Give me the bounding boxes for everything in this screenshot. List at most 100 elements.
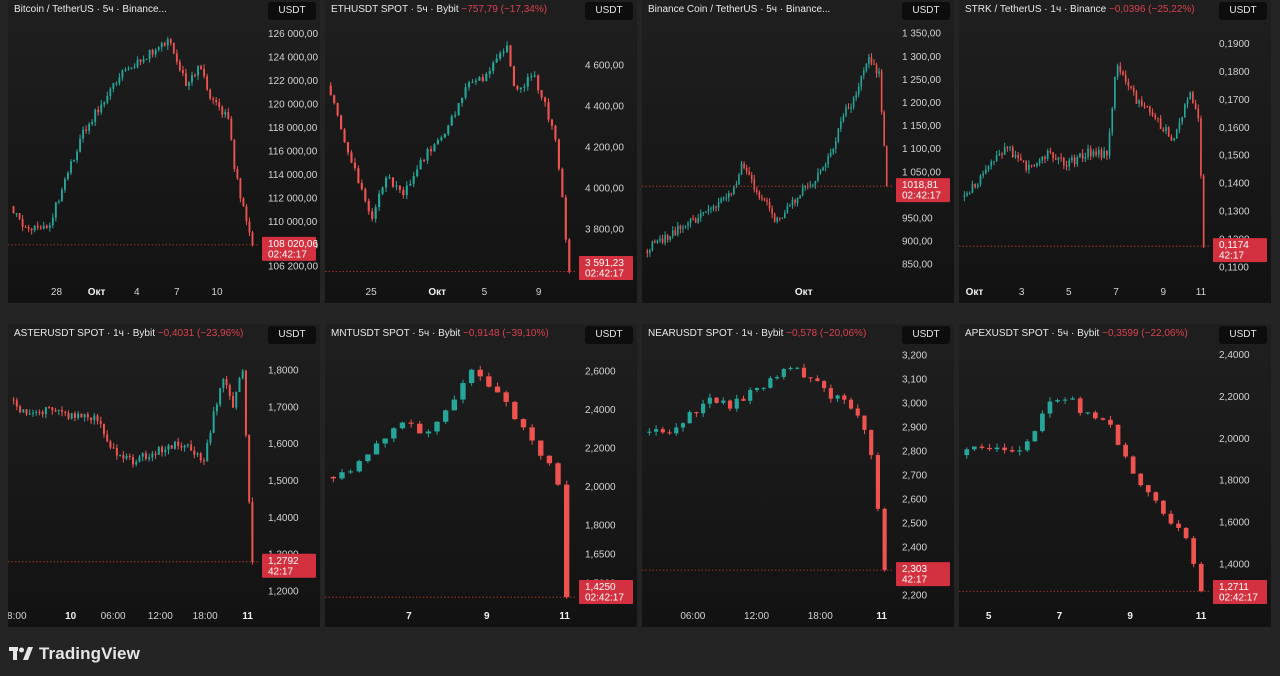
- candle: [128, 453, 131, 460]
- candle: [546, 455, 553, 466]
- candle: [41, 409, 44, 418]
- chart-title[interactable]: STRK / TetherUS · 1ч · Binance −0,0396 (…: [965, 4, 1205, 15]
- chart-title[interactable]: Bitcoin / TetherUS · 5ч · Binance...: [14, 4, 254, 15]
- candlestick-chart[interactable]: 3 800,00 4 000,00 4 200,00 4 400,00 4 600,00…: [325, 0, 637, 303]
- candle: [734, 394, 739, 412]
- candle: [1197, 104, 1200, 122]
- candle: [971, 180, 974, 194]
- tradingview-logo-icon[interactable]: [9, 644, 33, 664]
- chart-panel[interactable]: APEXUSDT SPOT · 5ч · Bybit −0,3599 (−22,…: [959, 324, 1271, 627]
- countdown-timer: 02:42:17: [585, 269, 624, 280]
- currency-button[interactable]: USDT: [585, 2, 633, 20]
- brand-name[interactable]: TradingView: [39, 644, 140, 663]
- currency-button[interactable]: USDT: [902, 326, 950, 344]
- y-tick-label: 1,6000: [268, 439, 299, 450]
- candlestick-chart[interactable]: 1,4000 1,6000 1,8000 2,0000 2,2000 2,4000 5 7 9 1…: [959, 324, 1271, 627]
- candle: [1154, 112, 1157, 121]
- y-tick-label: 1 300,00: [902, 52, 941, 63]
- chart-title[interactable]: ETHUSDT SPOT · 5ч · Bybit −757,79 (−17,3…: [331, 4, 571, 15]
- candlestick-chart[interactable]: 0,11000,12000,13000,14000,15000,16000,17…: [959, 0, 1271, 303]
- candle: [869, 429, 874, 460]
- y-tick-label: 106 200,00: [268, 262, 318, 273]
- chart-panel[interactable]: Bitcoin / TetherUS · 5ч · Binance... USDT…: [8, 0, 320, 303]
- candle: [684, 225, 687, 229]
- candle: [754, 387, 760, 393]
- candle: [526, 73, 529, 91]
- chart-title[interactable]: MNTUSDT SPOT · 5ч · Bybit −0,9148 (−39,1…: [331, 328, 571, 339]
- countdown-timer: 02:42:17: [585, 593, 624, 604]
- candle: [1084, 152, 1087, 163]
- candle: [1052, 151, 1054, 163]
- currency-button[interactable]: USDT: [268, 2, 316, 20]
- symbol-label: ETHUSDT SPOT · 5ч · Bybit: [331, 4, 459, 15]
- candle: [77, 411, 80, 420]
- candle: [1049, 147, 1052, 155]
- candle: [1116, 63, 1119, 80]
- currency-button[interactable]: USDT: [268, 326, 316, 344]
- candlestick-chart[interactable]: 1,50001,65001,80002,00002,20002,40002,60…: [325, 324, 637, 627]
- candle: [133, 63, 136, 69]
- chart-title[interactable]: ASTERUSDT SPOT · 1ч · Bybit −0,4031 (−23…: [14, 328, 254, 339]
- chart-panel[interactable]: ETHUSDT SPOT · 5ч · Bybit −757,79 (−17,3…: [325, 0, 637, 303]
- candle: [971, 446, 977, 452]
- candlestick-chart[interactable]: 850,00 900,00 950,00 1 050,00 1 100,00 1 150,…: [642, 0, 954, 303]
- candlestick-chart[interactable]: 2,2002,3002,4002,5002,6002,7002,8002,900…: [642, 324, 954, 627]
- candle: [239, 177, 242, 203]
- candle: [1114, 76, 1116, 111]
- candle: [1017, 151, 1019, 162]
- x-tick-label: 9: [536, 287, 542, 298]
- y-tick-label: 114 000,00: [268, 170, 318, 181]
- candle: [796, 197, 799, 207]
- x-tick-label: 12:00: [744, 611, 769, 622]
- chart-panel[interactable]: Binance Coin / TetherUS · 5ч · Binance..…: [642, 0, 954, 303]
- candle: [106, 430, 109, 443]
- candle: [25, 408, 28, 416]
- candle: [434, 421, 440, 435]
- chart-title[interactable]: Binance Coin / TetherUS · 5ч · Binance..…: [648, 4, 888, 15]
- candle: [677, 221, 679, 237]
- candle: [1014, 150, 1017, 159]
- candle: [748, 166, 750, 176]
- candle: [1132, 85, 1135, 96]
- candle: [1054, 153, 1057, 161]
- candle: [822, 166, 824, 171]
- countdown-timer: 02:42:17: [902, 191, 941, 202]
- chart-title[interactable]: APEXUSDT SPOT · 5ч · Bybit −0,3599 (−22,…: [965, 328, 1205, 339]
- candle: [727, 399, 733, 412]
- candle: [702, 211, 705, 216]
- currency-button[interactable]: USDT: [585, 326, 633, 344]
- candle: [966, 191, 968, 197]
- candlestick-chart[interactable]: 1,20001,30001,40001,50001,60001,70001,80…: [8, 324, 320, 627]
- candle: [855, 91, 857, 102]
- candle: [409, 179, 412, 186]
- chart-panel[interactable]: MNTUSDT SPOT · 5ч · Bybit −0,9148 (−39,1…: [325, 324, 637, 627]
- y-tick-label: 1,7000: [268, 402, 299, 413]
- currency-button[interactable]: USDT: [902, 2, 950, 20]
- candle: [774, 375, 780, 380]
- price-change-label: −0,3599 (−22,06%): [1099, 328, 1188, 339]
- candle: [860, 75, 863, 91]
- candle: [151, 450, 154, 462]
- candle: [57, 409, 60, 415]
- candle: [343, 127, 346, 143]
- candle: [121, 69, 124, 81]
- candle: [1062, 397, 1068, 404]
- candle: [70, 159, 72, 175]
- y-tick-label: 0,1300: [1219, 207, 1250, 218]
- candle: [875, 62, 878, 78]
- y-tick-label: 4 200,00: [585, 142, 624, 153]
- candlestick-chart[interactable]: 106 200,00 108 020,06 110 000,00 112 000,00…: [8, 0, 320, 303]
- candle: [1145, 484, 1151, 497]
- chart-panel[interactable]: STRK / TetherUS · 1ч · Binance −0,0396 (…: [959, 0, 1271, 303]
- candle: [753, 174, 756, 193]
- chart-panel[interactable]: NEARUSDT SPOT · 1ч · Bybit −0,578 (−20,0…: [642, 324, 954, 627]
- currency-button[interactable]: USDT: [1219, 326, 1267, 344]
- candle: [485, 72, 488, 82]
- chart-panel[interactable]: ASTERUSDT SPOT · 1ч · Bybit −0,4031 (−23…: [8, 324, 320, 627]
- candle: [808, 377, 813, 383]
- candle: [451, 395, 458, 411]
- y-tick-label: 2,4000: [585, 405, 616, 416]
- chart-title[interactable]: NEARUSDT SPOT · 1ч · Bybit −0,578 (−20,0…: [648, 328, 888, 339]
- candle: [471, 79, 474, 84]
- currency-button[interactable]: USDT: [1219, 2, 1267, 20]
